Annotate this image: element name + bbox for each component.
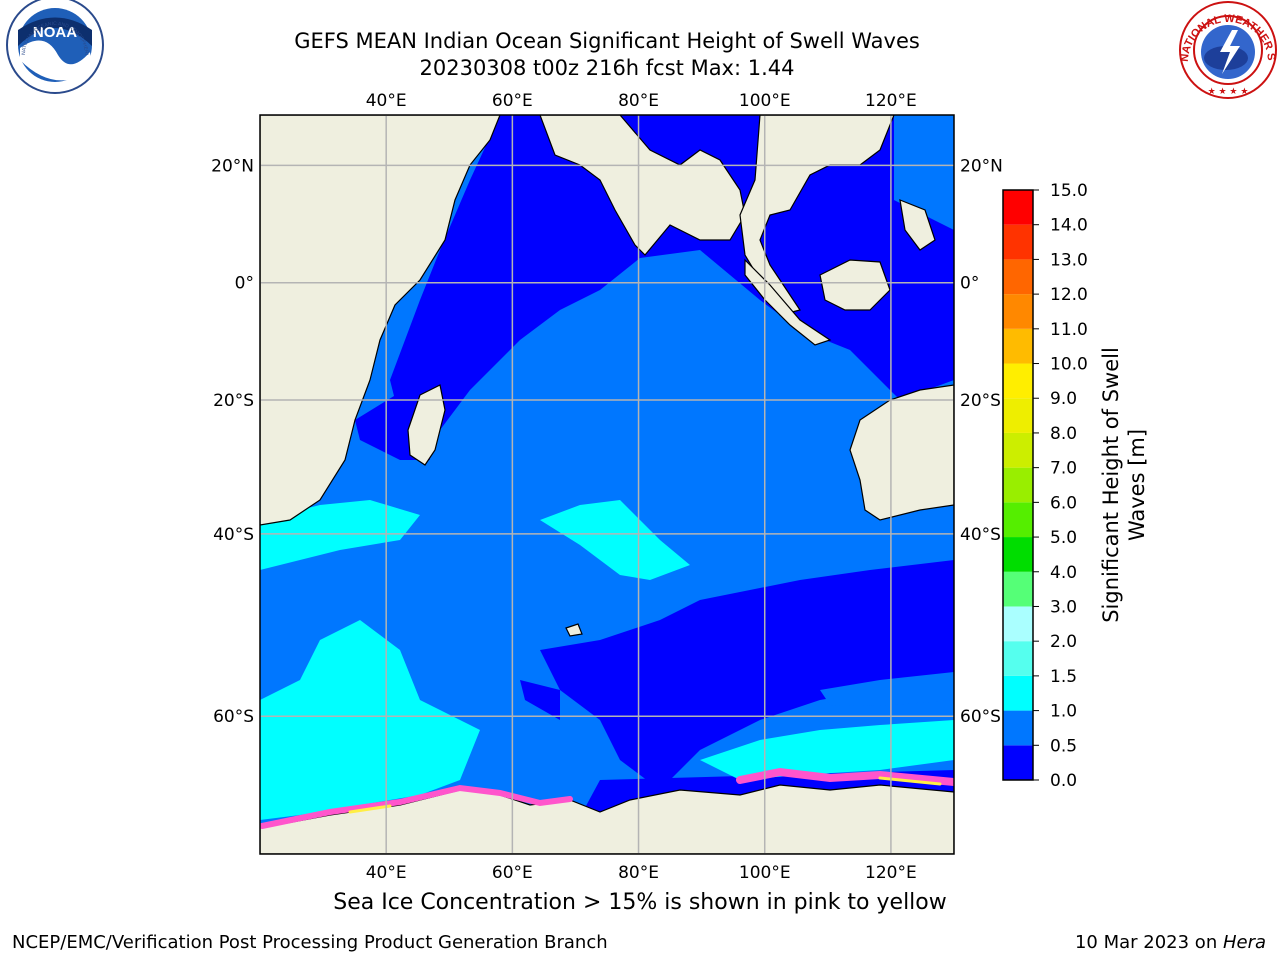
colorbar-segment	[1003, 432, 1033, 468]
colorbar-segment	[1003, 606, 1033, 642]
axis-labels: 40°E 40°E 60°E 60°E 80°E 80°E 100°E 100°E 120°E 1…	[211, 91, 1003, 883]
run-date-text: 10 Mar 2023 on Hera	[1074, 932, 1266, 953]
colorbar-tick-label: 9.0	[1050, 389, 1077, 409]
colorbar-segment	[1003, 224, 1033, 260]
credit-text: NCEP/EMC/Verification Post Processing Pr…	[12, 932, 608, 953]
colorbar-frame	[1002, 189, 1034, 781]
map-subtitle: 20230308 t00z 216h fcst Max: 1.44	[419, 56, 795, 80]
colorbar-tick-label: 8.0	[1050, 424, 1077, 444]
map-title: GEFS MEAN Indian Ocean Significant Heigh…	[294, 29, 920, 53]
colorbar-tick-label: 6.0	[1050, 493, 1077, 513]
lat-label-left: 20°S	[213, 391, 254, 411]
lon-label-bottom: 80°E	[618, 863, 659, 883]
lon-label-bottom: 100°E	[739, 863, 791, 883]
colorbar-tick-label: 15.0	[1050, 181, 1088, 201]
sea-ice	[260, 767, 954, 829]
lat-label-right: 20°S	[960, 391, 1001, 411]
colorbar-segment	[1003, 294, 1033, 329]
colorbar-segment	[1003, 710, 1033, 746]
lat-label-right: 40°S	[960, 525, 1001, 545]
lat-label-right: 0°	[960, 274, 979, 294]
lat-label-left: 40°S	[213, 525, 254, 545]
noaa-logo-text: NOAA	[33, 24, 77, 41]
colorbar-segment	[1003, 328, 1033, 364]
colorbar-segment	[1003, 467, 1033, 503]
colorbar-segment	[1003, 190, 1033, 225]
colorbar-tick-label: 11.0	[1050, 320, 1088, 340]
lon-label-bottom: 60°E	[492, 863, 533, 883]
lon-label-top: 120°E	[865, 91, 917, 111]
colorbar-tick-label: 0.5	[1050, 736, 1077, 756]
colorbar-tick-label: 12.0	[1050, 285, 1088, 305]
colorbar-tick-label: 1.5	[1050, 667, 1077, 687]
noaa-logo: NOAA NATIONAL OCEANIC AND ATMOSPHERIC AD…	[0, 0, 104, 94]
colorbar-tick-label: 13.0	[1050, 250, 1088, 270]
lat-label-left: 0°	[235, 274, 254, 294]
colorbar-tick-label: 3.0	[1050, 597, 1077, 617]
lon-label-top: 60°E	[492, 91, 533, 111]
colorbar-segment	[1003, 675, 1033, 711]
svg-text:NATIONAL WEATHER SERVICE: NATIONAL WEATHER SERVICE	[0, 0, 1277, 62]
lon-label-top: 40°E	[366, 91, 407, 111]
lon-label-top: 100°E	[739, 91, 791, 111]
lat-label-left: 20°N	[211, 156, 254, 176]
lat-label-right: 60°S	[960, 707, 1001, 727]
lat-label-right: 20°N	[960, 156, 1003, 176]
nws-logo: NATIONAL WEATHER SERVICE ★ ★ ★ ★	[0, 0, 1277, 99]
map-frame	[259, 114, 955, 855]
colorbar-tick-label: 0.0	[1050, 771, 1077, 791]
colorbar-segment	[1003, 571, 1033, 607]
colorbar-tick-label: 1.0	[1050, 702, 1077, 722]
lon-label-top: 80°E	[618, 91, 659, 111]
lon-label-bottom: 120°E	[865, 863, 917, 883]
colorbar-tick-label: 7.0	[1050, 459, 1077, 479]
colorbar-segment	[1003, 363, 1033, 399]
graticule	[260, 115, 954, 854]
svg-text:★ ★ ★ ★: ★ ★ ★ ★	[1208, 87, 1249, 97]
colorbar-segment	[1003, 641, 1033, 676]
colorbar-tick-label: 14.0	[1050, 216, 1088, 236]
map-area	[260, 115, 954, 854]
colorbar: 0.0 0.5 1.0 1.5 2.0 3.0 4.0 5.0 6.0 7.0 8.0 9.0 10.0…	[1002, 181, 1088, 791]
colorbar-tick-label: 2.0	[1050, 632, 1077, 652]
colorbar-segment	[1003, 259, 1033, 295]
swell-band-1.0-1.5	[260, 500, 954, 820]
colorbar-segment	[1003, 502, 1033, 538]
colorbar-segment	[1003, 398, 1033, 433]
colorbar-segment	[1003, 745, 1033, 780]
colorbar-label: Significant Height of SwellWaves [m]	[1099, 347, 1149, 623]
sea-ice-note: Sea Ice Concentration > 15% is shown in …	[333, 890, 947, 915]
colorbar-tick-label: 4.0	[1050, 563, 1077, 583]
colorbar-tick-label: 5.0	[1050, 528, 1077, 548]
lat-label-left: 60°S	[213, 707, 254, 727]
lon-label-bottom: 40°E	[366, 863, 407, 883]
colorbar-tick-label: 10.0	[1050, 355, 1088, 375]
colorbar-segment	[1003, 537, 1033, 572]
